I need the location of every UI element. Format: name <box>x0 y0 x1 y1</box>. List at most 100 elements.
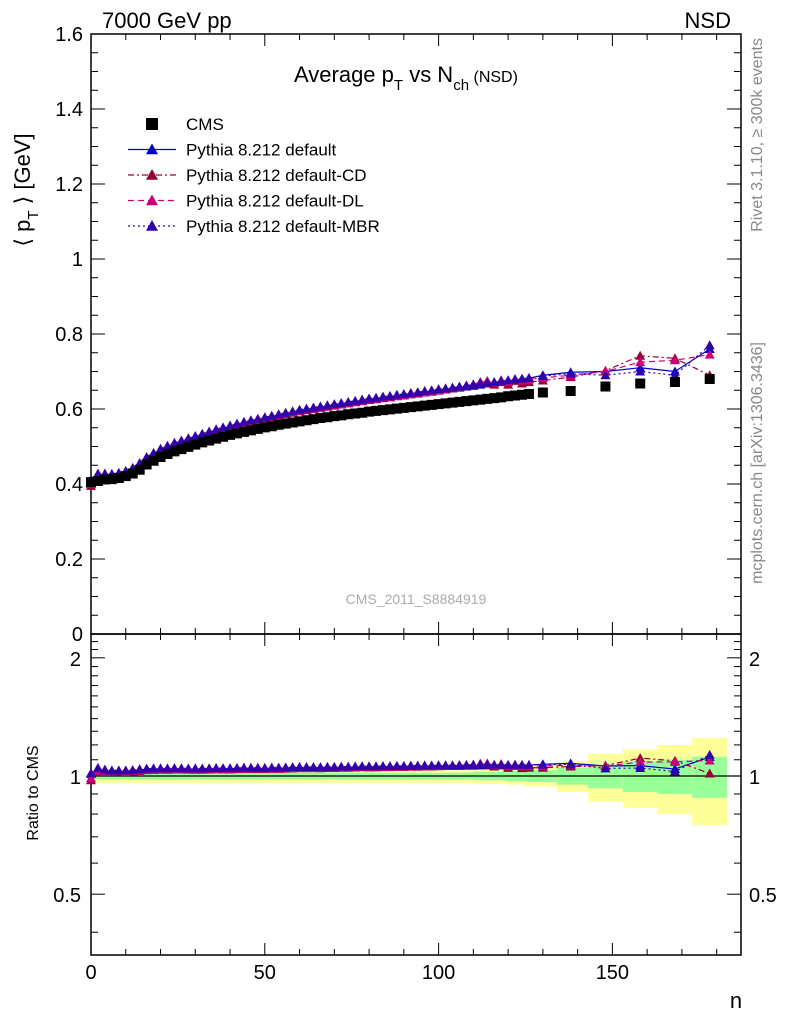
series-pythia-8-212-default-mbr-ratio-point <box>364 761 375 771</box>
series-pythia-8-212-default-mbr-ratio-point <box>301 761 312 771</box>
series-pythia-8-212-default-mbr-ratio-point <box>537 759 548 769</box>
legend-pythia-8-212-default-cd-marker <box>146 169 158 180</box>
series-pythia-8-212-default-dl-point <box>635 357 646 367</box>
series-pythia-8-212-default-mbr-ratio-point <box>405 760 416 770</box>
series-cms-point <box>169 446 180 457</box>
series-pythia-8-212-default-cd-point <box>635 350 646 360</box>
series-cms-point <box>218 431 229 442</box>
series-cms-point <box>127 468 138 479</box>
y-tick-label: 0.6 <box>55 399 83 421</box>
main-plot: 0 0.2 0.4 0.6 0.8 1 1.2 1.4 1.6 <box>55 24 742 955</box>
series-pythia-8-212-default-mbr-point <box>377 391 388 401</box>
series-cms-point <box>106 474 117 485</box>
series-cms-point <box>704 374 715 384</box>
series-pythia-8-212-default-mbr-point <box>440 383 451 393</box>
series-cms-point <box>433 399 444 410</box>
series-pythia-8-212-default-mbr-ratio-point <box>503 759 514 769</box>
series-pythia-8-212-default-mbr-ratio-point <box>419 760 430 770</box>
series-pythia-8-212-default-mbr-point <box>475 378 486 388</box>
series-pythia-8-212-default-mbr-point <box>412 387 423 397</box>
series-cms-point <box>266 421 277 432</box>
series-pythia-8-212-default-mbr-point <box>468 379 479 389</box>
legend-pythia-8-212-default-marker <box>146 143 158 155</box>
header-right: NSD <box>685 8 731 33</box>
mcplots-label: mcplots.cern.ch [arXiv:1306.3436] <box>749 342 766 584</box>
series-pythia-8-212-default-mbr-ratio-point <box>468 759 479 769</box>
series-pythia-8-212-default-mbr-point <box>301 403 312 413</box>
header-left: 7000 GeV pp <box>102 8 232 33</box>
series-cms-point <box>231 428 242 439</box>
series-pythia-8-212-default-mbr-ratio-point <box>225 763 236 773</box>
series-pythia-8-212-default-mbr-ratio-point <box>343 761 354 771</box>
svg-text:⟨ pT ⟩ [GeV]: ⟨ pT ⟩ [GeV] <box>10 133 42 246</box>
series-pythia-8-212-default-mbr-point <box>517 373 528 383</box>
series-pythia-8-212-default-mbr-ratio-point <box>190 763 201 773</box>
ratio-frame <box>90 633 742 956</box>
series-cms-point <box>120 471 131 482</box>
series-pythia-8-212-default-cd-ratio-point <box>704 768 715 778</box>
series-pythia-8-212-default-mbr-point <box>704 340 715 350</box>
series-pythia-8-212-default-mbr-ratio-point <box>148 763 159 773</box>
series-pythia-8-212-default-mbr-ratio-point <box>183 763 194 773</box>
main-plot-title: Average pT vs Nch (NSD) <box>294 62 518 94</box>
y-tick-label: 0 <box>72 624 83 646</box>
series-pythia-8-212-default-mbr-ratio-point <box>169 763 180 773</box>
series-pythia-8-212-default-mbr-point <box>419 386 430 395</box>
watermark: CMS_2011_S8884919 <box>346 591 487 607</box>
series-cms-point <box>600 381 611 392</box>
series-pythia-8-212-default-mbr-ratio-point <box>211 763 222 773</box>
series-cms-point <box>391 403 402 414</box>
series-pythia-8-212-default-dl-ratio-point <box>86 773 96 783</box>
series-cms-point <box>496 392 507 403</box>
series-pythia-8-212-default-mbr-point <box>294 404 305 414</box>
main-y-axis-label: ⟨ pT ⟩ [GeV] <box>10 133 42 246</box>
series-pythia-8-212-default-mbr-ratio-point <box>433 760 444 770</box>
series-pythia-8-212-default-mbr-point <box>364 393 375 403</box>
x-tick-label: 100 <box>422 962 455 984</box>
series-cms-point <box>141 459 152 470</box>
series-pythia-8-212-default-mbr-point <box>322 400 333 410</box>
legend: CMS Pythia 8.212 default Pythia 8.212 defa… <box>128 115 380 236</box>
series-pythia-8-212-default-mbr-point <box>537 371 548 380</box>
series-cms-point <box>273 419 284 430</box>
series-pythia-8-212-default-mbr-ratio-point <box>120 765 131 775</box>
series-cms-point <box>329 411 340 422</box>
y-tick-label: 0.2 <box>55 549 83 571</box>
series-pythia-8-212-default-mbr-ratio-point <box>308 762 319 772</box>
series-cms-point <box>482 393 493 404</box>
series-pythia-8-212-default-mbr-ratio-point <box>287 762 298 772</box>
series-pythia-8-212-default-mbr-point <box>391 389 402 399</box>
series-cms-point <box>113 473 124 483</box>
series-pythia-8-212-default-cd-line <box>90 355 710 487</box>
series-pythia-8-212-default-mbr-ratio-point <box>496 759 507 769</box>
series-pythia-8-212-default-mbr-ratio-point <box>447 760 458 770</box>
x-tick-label: 50 <box>254 962 276 984</box>
series-pythia-8-212-default-mbr-point <box>523 372 534 382</box>
series-pythia-8-212-default-mbr-ratio-point <box>280 762 291 772</box>
series-pythia-8-212-default-mbr-ratio-point <box>294 761 305 771</box>
series-cms-point <box>99 474 110 485</box>
series-pythia-8-212-default-mbr-point <box>503 375 514 385</box>
series-pythia-8-212-default-mbr-ratio-point <box>315 762 326 772</box>
series-cms-point <box>92 476 103 486</box>
series-cms-point <box>350 408 361 419</box>
series-cms-point <box>86 477 96 488</box>
series-pythia-8-212-default-mbr-ratio-point <box>440 760 451 770</box>
series-pythia-8-212-default-mbr-point <box>329 399 340 409</box>
series-pythia-8-212-default-dl-point <box>704 349 715 359</box>
legend-pythia-8-212-default-dl-marker <box>146 194 158 206</box>
x-axis-label: n <box>730 988 742 1013</box>
series-cms-point <box>343 409 354 420</box>
series-pythia-8-212-default-dl-ratio-point <box>669 756 680 766</box>
ratio-y-tick-label-left: 0.5 <box>53 885 81 907</box>
series-cms-point <box>669 377 680 387</box>
series-cms-point <box>134 464 145 475</box>
series-pythia-8-212-default-mbr-ratio-point <box>357 761 368 771</box>
series-cms-point <box>245 425 256 436</box>
series-pythia-8-212-default-mbr-ratio-point <box>259 762 270 772</box>
series-pythia-8-212-default-mbr-ratio-point <box>398 760 409 770</box>
series-pythia-8-212-default-mbr-point <box>405 387 416 397</box>
series-pythia-8-212-default-mbr-ratio-point <box>127 765 138 775</box>
series-pythia-8-212-default-mbr-ratio-point <box>92 762 103 772</box>
svg-text:Average pT vs Nch (NSD): Average pT vs Nch (NSD) <box>294 62 518 94</box>
